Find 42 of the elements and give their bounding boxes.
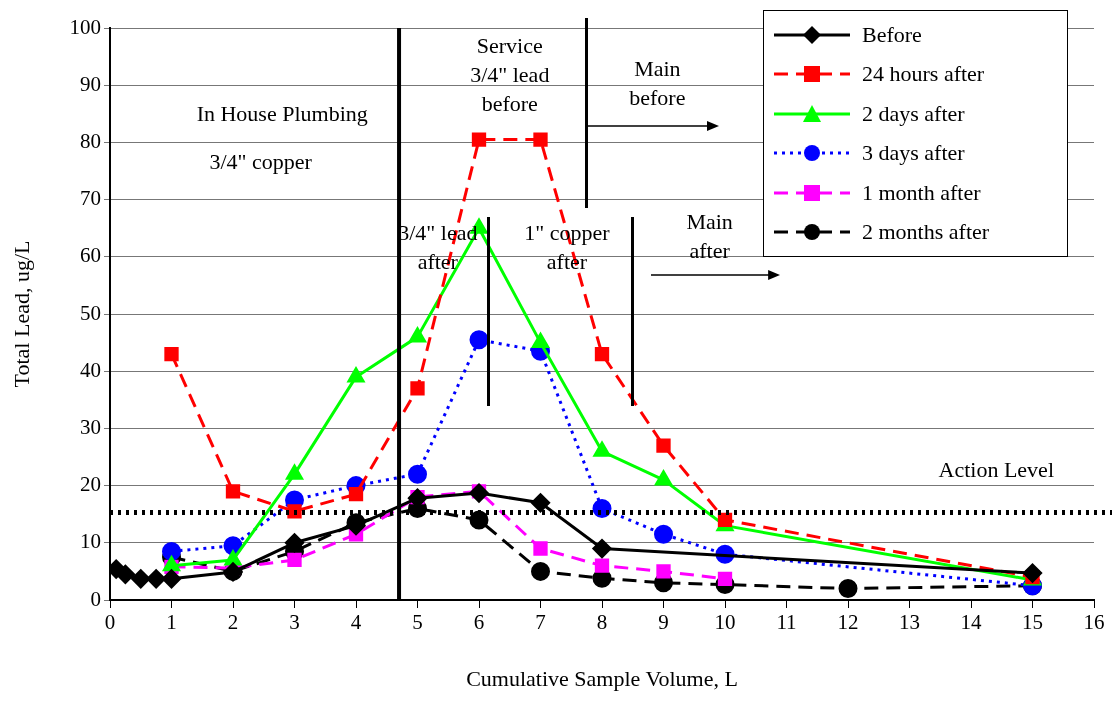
legend-label: 3 days after xyxy=(862,140,965,167)
y-tick-label: 70 xyxy=(80,186,101,211)
x-tick-label: 13 xyxy=(899,610,920,635)
y-tick-label: 10 xyxy=(80,529,101,554)
annotation: In House Plumbing xyxy=(196,100,368,126)
y-tick-label: 90 xyxy=(80,71,101,96)
y-tick-label: 0 xyxy=(90,586,101,611)
y-tick-label: 100 xyxy=(69,14,101,39)
y-tick-label: 80 xyxy=(80,128,101,153)
legend-label: 2 months after xyxy=(862,219,990,246)
x-tick-label: 7 xyxy=(535,610,546,635)
x-axis-title: Cumulative Sample Volume, L xyxy=(466,665,738,691)
y-tick-label: 20 xyxy=(80,472,101,497)
annotation: Main before xyxy=(629,56,686,111)
x-tick-label: 3 xyxy=(289,610,300,635)
legend-label: 1 month after xyxy=(862,179,981,206)
x-tick-label: 12 xyxy=(837,610,859,635)
x-tick-label: 10 xyxy=(714,610,736,635)
y-axis-title: Total Lead, ug/L xyxy=(8,240,34,388)
y-tick-label: 50 xyxy=(80,300,101,325)
legend-label: 24 hours after xyxy=(862,61,985,88)
ref-line-label: Action Level xyxy=(938,457,1054,483)
annotation: Service 3/4" lead before xyxy=(470,32,550,116)
x-tick-label: 8 xyxy=(596,610,608,635)
legend-label: Before xyxy=(862,21,922,48)
x-tick-label: 9 xyxy=(658,610,669,635)
annotation: 3/4" copper xyxy=(209,148,313,174)
annotation: 1" copper after xyxy=(524,220,611,275)
x-tick-label: 16 xyxy=(1083,610,1105,635)
annotation: Main after xyxy=(686,209,733,264)
x-tick-label: 1 xyxy=(166,610,177,635)
x-tick-label: 5 xyxy=(412,610,423,635)
x-tick-label: 2 xyxy=(227,610,239,635)
y-tick-label: 40 xyxy=(80,357,101,382)
y-tick-label: 60 xyxy=(80,243,101,268)
x-tick-label: 6 xyxy=(473,610,485,635)
x-tick-label: 15 xyxy=(1022,610,1043,635)
x-tick-label: 4 xyxy=(350,610,362,635)
x-tick-label: 14 xyxy=(960,610,982,635)
y-tick-label: 30 xyxy=(80,414,101,439)
x-tick-label: 11 xyxy=(776,610,797,635)
legend-label: 2 days after xyxy=(862,100,965,127)
